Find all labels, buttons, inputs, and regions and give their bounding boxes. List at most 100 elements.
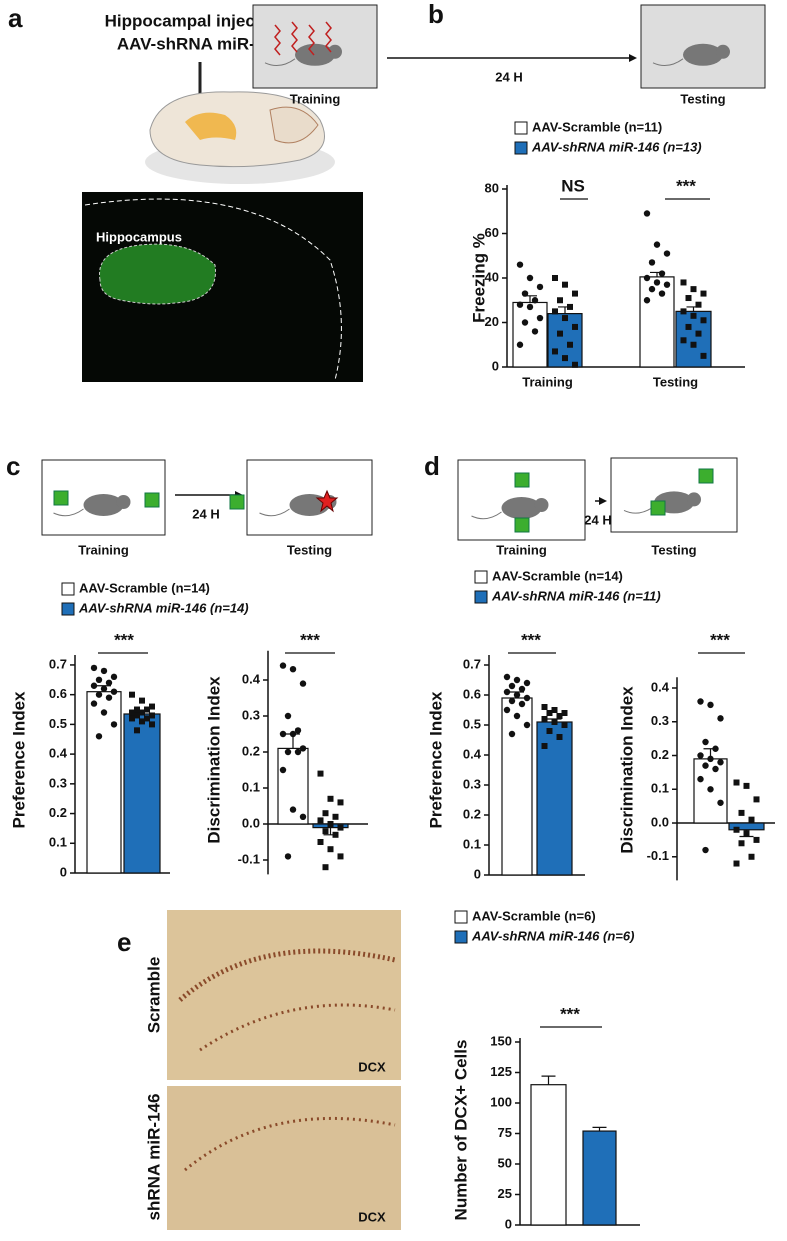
- data-point: [337, 824, 344, 831]
- legend-entry: AAV-Scramble (n=14): [492, 568, 623, 583]
- y-tick-label: 75: [498, 1125, 512, 1140]
- data-point: [134, 706, 140, 713]
- error-bar: [541, 1075, 556, 1085]
- data-point: [317, 770, 324, 777]
- data-point: [317, 839, 324, 845]
- data-point: [513, 676, 521, 684]
- data-point: [521, 319, 529, 326]
- data-point: [279, 730, 287, 738]
- legend-swatch: [61, 602, 75, 616]
- legend-entry: AAV-Scramble (n=14): [79, 580, 210, 595]
- y-tick-label: 0.2: [463, 806, 481, 821]
- data-point: [536, 283, 544, 291]
- data-point: [513, 691, 521, 699]
- data-point: [562, 315, 568, 322]
- data-point: [572, 290, 578, 297]
- data-point: [653, 279, 661, 286]
- data-point: [516, 341, 524, 348]
- panel-label: d: [424, 451, 440, 481]
- legend-swatch: [474, 570, 488, 584]
- bar: [277, 747, 309, 825]
- y-tick-label: 0.0: [651, 814, 669, 829]
- y-tick-label: 0.7: [49, 656, 67, 671]
- y-axis-label: Discrimination Index: [617, 686, 636, 854]
- data-point: [561, 722, 568, 728]
- data-point: [680, 308, 687, 315]
- diagram-label: Training: [290, 91, 341, 106]
- legend-swatch: [474, 590, 488, 604]
- legend-entry: AAV-shRNA miR-146 (n=6): [471, 928, 634, 943]
- panel-label: a: [8, 3, 23, 33]
- shock: [308, 24, 315, 56]
- significance: ***: [560, 1004, 580, 1023]
- y-axis-label: Number of DCX+ Cells: [451, 1040, 470, 1221]
- data-point: [327, 846, 334, 853]
- object: [229, 494, 245, 510]
- panel-label: b: [428, 0, 444, 29]
- data-point: [552, 308, 558, 315]
- data-point: [100, 667, 108, 675]
- data-point: [697, 775, 704, 783]
- shock: [291, 21, 298, 53]
- y-tick-label: 0.0: [242, 815, 260, 830]
- significance: NS: [561, 176, 585, 195]
- y-tick-label: 0.2: [651, 747, 669, 762]
- data-point: [643, 297, 651, 304]
- data-point: [702, 738, 709, 746]
- data-point: [717, 715, 724, 722]
- data-point: [508, 730, 516, 738]
- data-point: [653, 241, 661, 248]
- data-point: [663, 250, 671, 257]
- image-row-label: Scramble: [144, 957, 163, 1034]
- data-point: [526, 303, 534, 311]
- panel-label: e: [117, 927, 131, 957]
- data-point: [516, 301, 524, 308]
- data-point: [695, 330, 702, 337]
- data-point: [546, 710, 553, 716]
- data-point: [322, 828, 329, 835]
- significance: ***: [521, 630, 541, 649]
- bar: [512, 301, 548, 368]
- mouse: [295, 43, 335, 66]
- mouse-head: [687, 492, 701, 507]
- data-point: [518, 685, 526, 693]
- y-tick-label: 0.7: [463, 656, 481, 671]
- data-point: [100, 709, 108, 716]
- data-point: [685, 295, 692, 302]
- data-point: [95, 691, 103, 698]
- data-point: [567, 341, 573, 348]
- data-point: [572, 361, 578, 368]
- mouse-head: [116, 495, 131, 509]
- data-point: [129, 691, 135, 698]
- y-tick-label: 0.1: [242, 779, 260, 794]
- data-point: [733, 826, 740, 833]
- data-point: [289, 806, 297, 813]
- y-axis-label: Preference Index: [426, 691, 445, 829]
- data-point: [317, 817, 324, 824]
- data-point: [327, 821, 334, 827]
- data-point: [707, 786, 714, 793]
- image-label: Hippocampus: [96, 229, 182, 244]
- significance: ***: [710, 630, 730, 649]
- data-point: [95, 733, 103, 740]
- data-point: [518, 700, 526, 708]
- data-point: [337, 799, 344, 806]
- data-point: [289, 730, 297, 738]
- y-tick-label: 0.3: [49, 775, 67, 790]
- data-point: [139, 709, 145, 716]
- data-point: [643, 274, 651, 282]
- dcx-cells: [178, 948, 396, 1002]
- data-point: [105, 694, 113, 701]
- data-point: [105, 679, 113, 686]
- data-point: [685, 323, 692, 330]
- data-point: [337, 853, 344, 860]
- data-point: [332, 813, 339, 820]
- mouse-head: [534, 498, 549, 512]
- data-point: [562, 281, 568, 288]
- y-tick-label: 0.3: [463, 776, 481, 791]
- data-point: [572, 323, 578, 330]
- data-point: [658, 290, 666, 297]
- data-point: [738, 840, 745, 847]
- arrow-head: [629, 54, 637, 62]
